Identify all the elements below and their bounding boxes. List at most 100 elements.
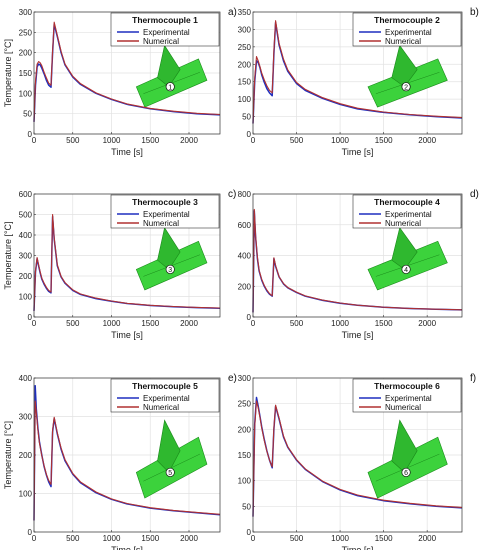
plot-frame	[33, 11, 221, 135]
x-axis-label: Time [s]	[342, 545, 374, 550]
x-tick-label: 1500	[141, 534, 159, 543]
x-tick-label: 2000	[418, 534, 436, 543]
chart-title: Thermocouple 1	[132, 15, 198, 25]
y-tick-label: 200	[19, 49, 33, 58]
series-line-numerical	[33, 21, 221, 122]
legend-entry-label: Numerical	[385, 219, 421, 228]
inset-weld-line	[375, 453, 440, 482]
x-axis-label: Time [s]	[111, 330, 143, 340]
series-line-numerical	[33, 400, 221, 521]
x-tick-label: 1000	[103, 534, 121, 543]
y-tick-label: 50	[23, 110, 32, 119]
inset-marker-circle	[165, 82, 175, 92]
x-tick-label: 500	[290, 319, 304, 328]
series-line-numerical	[252, 208, 463, 313]
chart-panel-6: 0 500 1000 1500 2000 0 50 100 150 200 250 300 Time […	[238, 373, 476, 550]
y-tick-label: 200	[238, 282, 252, 291]
y-tick-label: 100	[19, 89, 33, 98]
y-tick-label: 200	[19, 451, 33, 460]
inset-weld-line	[143, 453, 201, 482]
y-tick-label: 400	[238, 252, 252, 261]
plot-frame	[252, 11, 463, 135]
panel-label: f)	[470, 373, 476, 384]
x-tick-label: 500	[290, 534, 304, 543]
inset-marker-circle	[165, 264, 175, 274]
inset-marker-number: 3	[168, 267, 172, 274]
chart-panel-5: 0 500 1000 1500 2000 0 100 200 300 400 Time [s] Tem…	[3, 373, 237, 550]
y-tick-label: 300	[19, 8, 33, 17]
y-tick-label: 0	[247, 313, 252, 322]
x-tick-label: 1500	[375, 319, 393, 328]
x-tick-label: 500	[66, 534, 80, 543]
y-tick-label: 600	[238, 221, 252, 230]
x-tick-label: 0	[32, 534, 37, 543]
inset-marker-number: 2	[404, 85, 408, 92]
inset-marker-number: 1	[168, 85, 172, 92]
y-tick-label: 100	[19, 293, 33, 302]
chart-title: Thermocouple 4	[374, 197, 440, 207]
legend-box	[352, 378, 462, 413]
x-axis-label: Time [s]	[342, 147, 374, 157]
y-tick-label: 300	[19, 252, 33, 261]
inset-marker-circle	[401, 467, 411, 477]
legend-entry-label: Experimental	[385, 28, 432, 37]
inset-marker-number: 5	[168, 470, 172, 477]
series-line-numerical	[252, 400, 463, 517]
legend-entry-label: Numerical	[143, 219, 179, 228]
plot-frame	[33, 377, 221, 533]
y-tick-label: 0	[28, 528, 33, 537]
y-tick-label: 0	[28, 313, 33, 322]
y-tick-label: 200	[238, 60, 252, 69]
legend-entry-label: Experimental	[143, 394, 190, 403]
y-tick-label: 300	[19, 413, 33, 422]
y-tick-label: 200	[19, 272, 33, 281]
chart-title: Thermocouple 5	[132, 381, 198, 391]
y-tick-label: 100	[238, 477, 252, 486]
y-tick-label: 400	[19, 374, 33, 383]
x-tick-label: 0	[251, 319, 256, 328]
x-axis-label: Time [s]	[342, 330, 374, 340]
chart-panel-4: 0 500 1000 1500 2000 0 200 400 600 800 Time [s] 4 Th…	[238, 189, 479, 340]
x-tick-label: 1000	[103, 319, 121, 328]
legend-entry-label: Experimental	[143, 28, 190, 37]
chart-title: Thermocouple 3	[132, 197, 198, 207]
y-tick-label: 150	[238, 78, 252, 87]
series-line-numerical	[33, 213, 221, 311]
x-tick-label: 500	[290, 136, 304, 145]
y-tick-label: 250	[19, 28, 33, 37]
x-tick-label: 500	[66, 136, 80, 145]
panel-label: b)	[470, 7, 479, 18]
x-tick-label: 0	[32, 319, 37, 328]
x-tick-label: 2000	[180, 534, 198, 543]
chart-panel-1: 0 500 1000 1500 2000 0 50 100 150 200 250 300 Time […	[3, 7, 237, 157]
series-line-numerical	[252, 20, 463, 124]
plot-frame	[33, 193, 221, 318]
panel-label: c)	[228, 189, 236, 200]
panel-label: d)	[470, 189, 479, 200]
y-tick-label: 0	[247, 130, 252, 139]
x-tick-label: 1500	[141, 319, 159, 328]
inset-marker-circle	[401, 264, 411, 274]
plot-frame	[252, 193, 463, 318]
chart-title: Thermocouple 6	[374, 381, 440, 391]
legend-entry-label: Experimental	[143, 210, 190, 219]
y-axis-label: Temperature [°C]	[3, 221, 13, 289]
x-axis-label: Time [s]	[111, 545, 143, 550]
y-axis-label: Temperature [°C]	[3, 421, 13, 489]
y-tick-label: 50	[242, 502, 251, 511]
x-tick-label: 1000	[331, 136, 349, 145]
y-tick-label: 200	[238, 425, 252, 434]
panel-label: a)	[228, 7, 237, 18]
x-tick-label: 2000	[180, 319, 198, 328]
chart-panel-2: 0 500 1000 1500 2000 0 50 100 150 200 250 300 350 Tim…	[238, 7, 479, 157]
y-tick-label: 500	[19, 211, 33, 220]
x-tick-label: 1000	[331, 534, 349, 543]
y-tick-label: 0	[28, 130, 33, 139]
